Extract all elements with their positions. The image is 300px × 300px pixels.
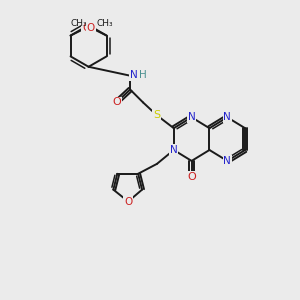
Text: O: O [82,22,91,33]
Text: N: N [188,112,196,122]
Text: O: O [187,172,196,182]
Text: S: S [153,110,161,120]
Text: N: N [170,145,178,155]
Text: H: H [139,70,147,80]
Text: O: O [87,22,95,33]
Text: CH₃: CH₃ [96,19,113,28]
Text: O: O [124,196,132,206]
Text: N: N [224,112,231,122]
Text: N: N [224,156,231,166]
Text: N: N [130,70,138,80]
Text: CH₃: CH₃ [70,19,87,28]
Text: O: O [112,98,121,107]
